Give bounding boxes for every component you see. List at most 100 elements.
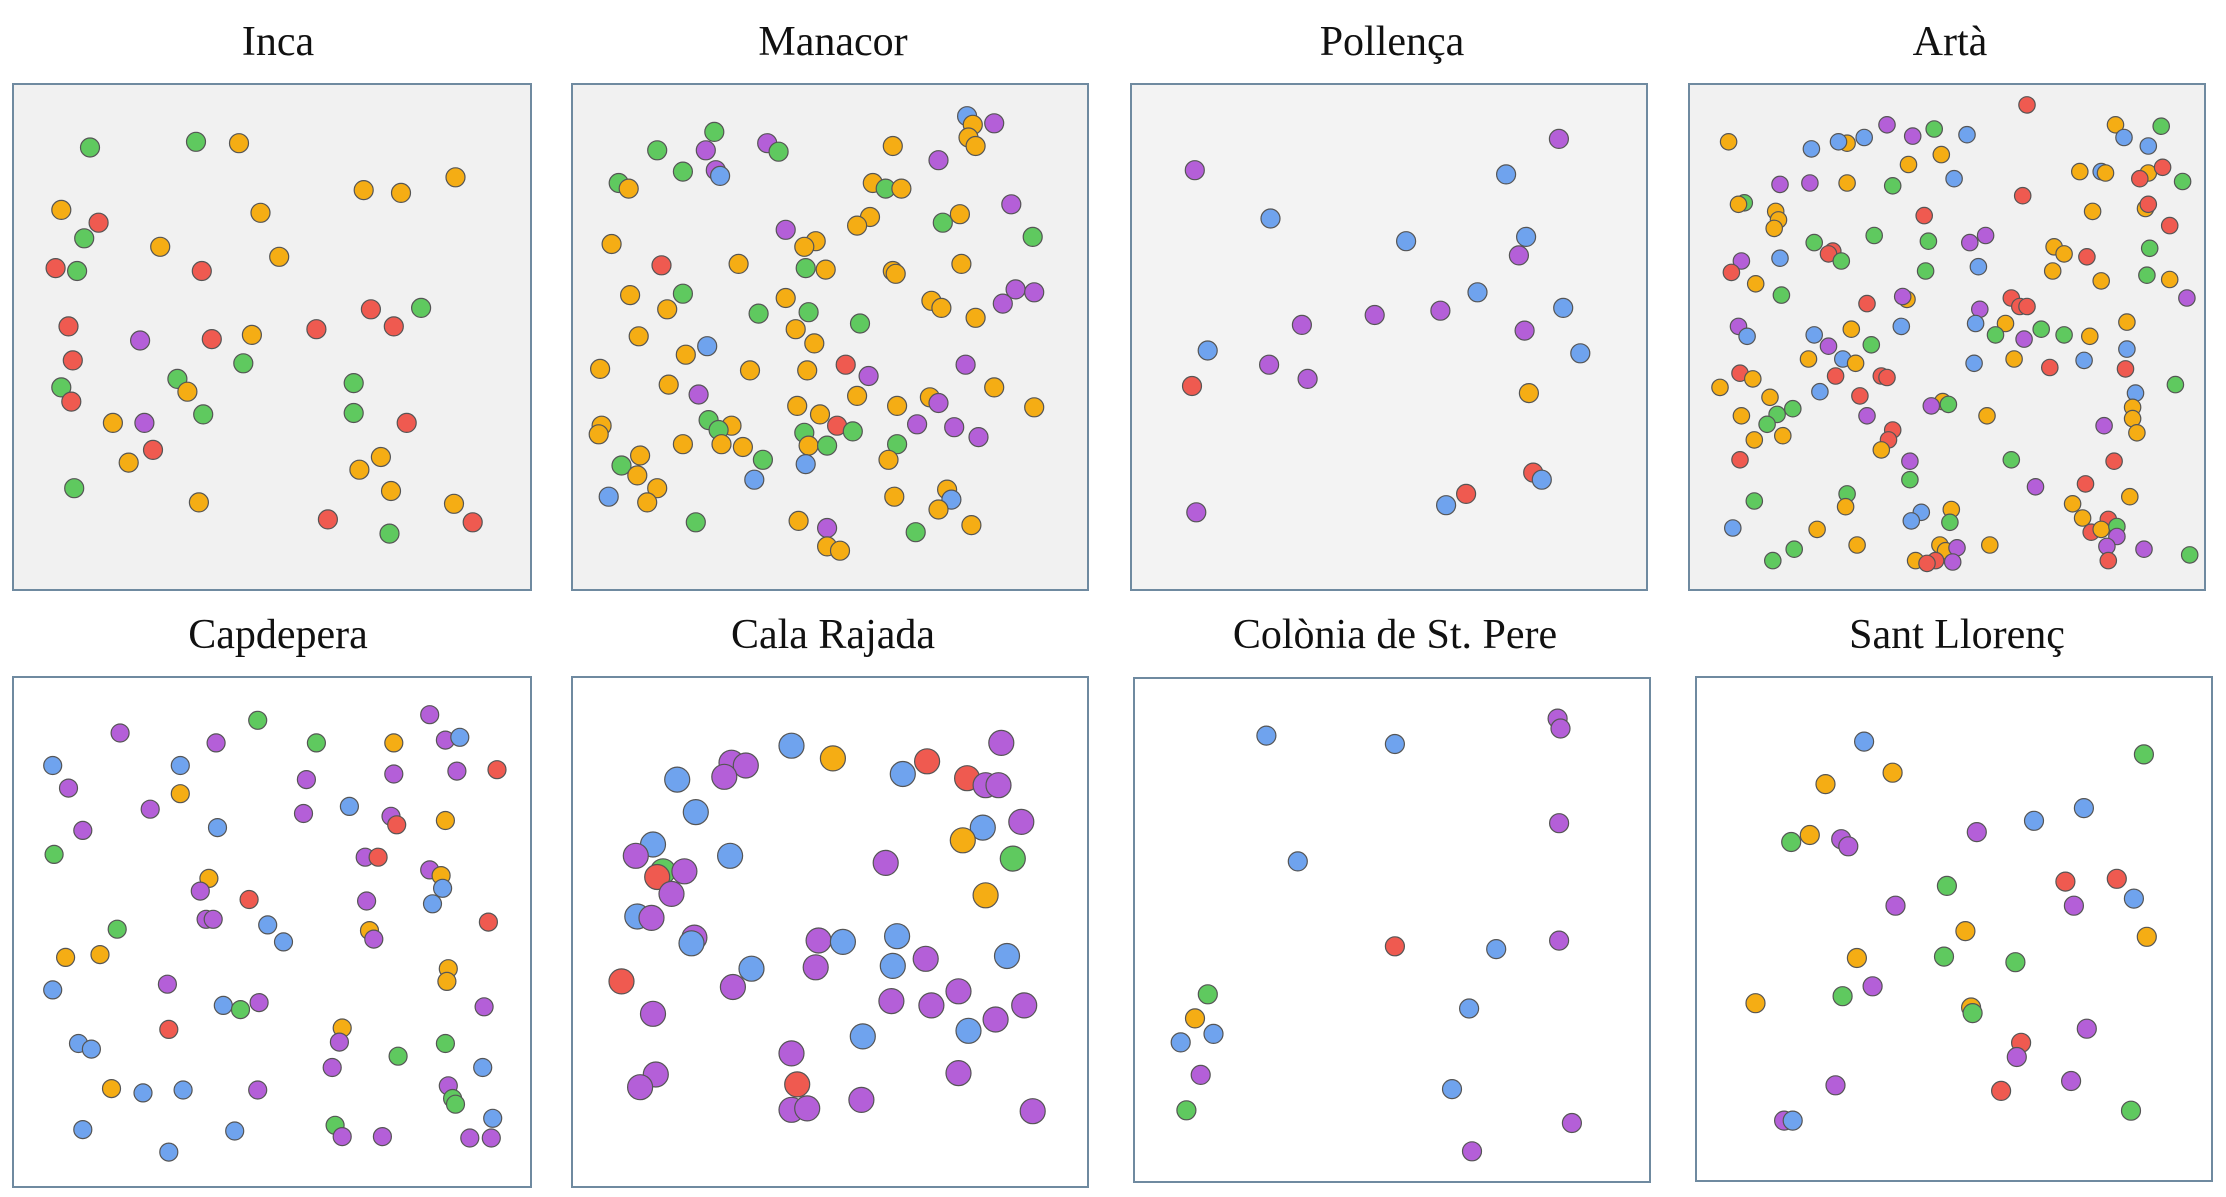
data-point-orange [961, 515, 982, 536]
data-point-red [2139, 195, 2158, 214]
data-point-purple [1190, 1064, 1211, 1085]
data-point-green [1022, 226, 1043, 247]
data-point-orange [349, 459, 370, 480]
panel-title: Inca [241, 19, 315, 65]
panel-pollenca: Pollença [1130, 0, 1654, 595]
data-point-orange [619, 285, 641, 306]
scatter-dots [588, 106, 1045, 561]
data-point-purple [1878, 115, 1896, 134]
data-point-green [1745, 492, 1764, 510]
data-point-blue [339, 796, 359, 816]
data-point-purple [140, 799, 160, 819]
data-point-green [1781, 831, 1802, 853]
panel-title: Colònia de St. Pere [1232, 612, 1558, 658]
data-point-orange [1882, 762, 1903, 783]
data-point-blue [1203, 1023, 1224, 1044]
data-point-red [1918, 554, 1936, 573]
data-point-purple [1549, 930, 1570, 951]
data-point-orange [1955, 921, 1976, 942]
scatter-plot-area [571, 676, 1089, 1188]
data-point-green [1901, 470, 1919, 489]
data-point-purple [1819, 337, 1838, 356]
data-point-purple [912, 945, 939, 972]
panel-capdepera: Capdepera [12, 600, 544, 1195]
panel-arta: Artà [1688, 0, 2212, 595]
data-point-orange [1996, 314, 2015, 333]
data-point-purple [1960, 233, 1979, 252]
data-point-orange [1932, 145, 1951, 164]
data-point-orange [1836, 497, 1855, 516]
data-point-blue [133, 1083, 153, 1103]
data-point-purple [985, 772, 1012, 799]
data-point-red [1878, 368, 1896, 387]
data-point-blue [450, 727, 470, 747]
data-point-green [1832, 986, 1853, 1007]
data-point-purple [1976, 226, 1995, 245]
data-point-purple [332, 1127, 352, 1147]
data-point-purple [1297, 368, 1318, 389]
data-point-green [672, 161, 694, 182]
data-point-purple [1838, 836, 1859, 857]
data-point-red [387, 815, 407, 835]
data-point-orange [445, 167, 466, 188]
scatter-plot-area [12, 676, 532, 1188]
data-point-green [2138, 266, 2156, 284]
data-point-purple [322, 1057, 342, 1078]
data-point-orange [965, 135, 986, 157]
data-point-blue [433, 878, 453, 898]
data-point-green [1758, 415, 1776, 434]
data-point-green [230, 1000, 251, 1020]
data-point-red [2105, 452, 2123, 470]
data-point-green [2133, 744, 2154, 765]
data-point-purple [1732, 252, 1751, 270]
data-point-blue [955, 1017, 982, 1044]
data-point-orange [804, 333, 825, 354]
data-point-purple [928, 150, 949, 171]
scatter-plot-area [1133, 677, 1651, 1183]
scatter-plot-area [571, 83, 1089, 591]
data-point-green [233, 353, 254, 374]
data-point-purple [918, 992, 945, 1019]
data-point-green [193, 404, 214, 425]
data-point-green [842, 421, 863, 442]
data-point-blue [1738, 327, 1756, 346]
data-point-purple [1901, 452, 1919, 470]
data-point-green [1939, 395, 1958, 414]
data-point-blue [1441, 1079, 1463, 1100]
data-point-purple [1549, 813, 1570, 834]
data-point-red [1826, 367, 1845, 385]
data-point-orange [1842, 320, 1861, 338]
data-point-green [185, 131, 207, 152]
data-point-red [191, 260, 212, 282]
data-point-blue [81, 1039, 102, 1059]
data-point-red [644, 863, 671, 891]
data-point-orange [815, 259, 836, 280]
scatter-dots [1181, 128, 1591, 523]
data-point-blue [1958, 125, 1976, 144]
data-point-purple [982, 1006, 1009, 1033]
panel-title: Capdepera [188, 612, 368, 658]
data-point-blue [717, 842, 744, 869]
data-point-green [1919, 232, 1938, 250]
data-point-red [2153, 158, 2172, 177]
data-point-orange [797, 360, 818, 381]
data-point-blue [1892, 317, 1911, 336]
data-point-blue [73, 1120, 93, 1140]
scatter-dots [608, 729, 1046, 1125]
data-point-purple [129, 330, 151, 351]
data-point-purple [639, 1000, 667, 1027]
data-point-red [62, 350, 83, 371]
data-point-purple [802, 954, 829, 981]
data-point-green [2180, 546, 2199, 564]
data-point-green [1936, 875, 1957, 896]
data-point-purple [775, 219, 796, 240]
data-point-orange [590, 358, 611, 379]
data-point-green [74, 228, 95, 249]
data-point-blue [829, 928, 856, 955]
data-point-red [1384, 936, 1405, 957]
data-point-red [159, 1019, 179, 1039]
data-point-purple [872, 849, 899, 876]
data-point-blue [2073, 798, 2094, 819]
data-point-blue [1782, 1110, 1803, 1131]
data-point-red [1456, 483, 1477, 504]
